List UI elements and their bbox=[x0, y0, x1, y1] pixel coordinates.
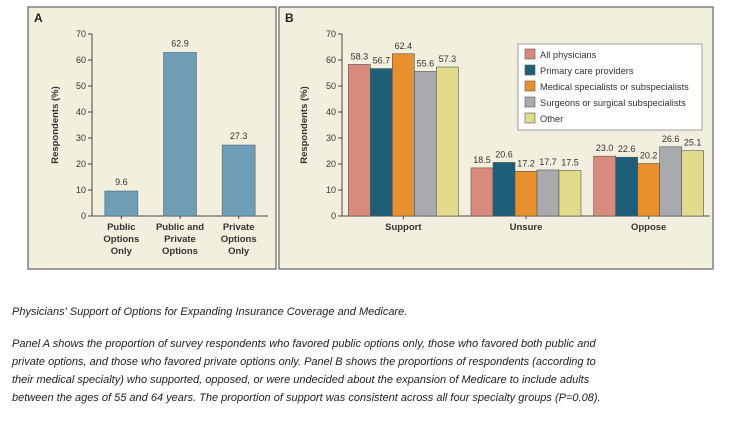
panel-b-bar bbox=[659, 146, 682, 217]
panel-a-category-label: Private bbox=[223, 222, 255, 233]
panel-b-bar-value-label: 25.1 bbox=[684, 138, 702, 148]
panel-b-bar-value-label: 62.4 bbox=[395, 41, 413, 51]
panel-a-bar bbox=[221, 144, 256, 217]
panel-a-bar-value-label: 62.9 bbox=[171, 38, 189, 48]
legend-swatch bbox=[524, 80, 536, 92]
panel-a-y-tick-label: 60 bbox=[76, 55, 86, 65]
panel-a-y-tick-label: 70 bbox=[76, 29, 86, 39]
panel-b-bar bbox=[370, 68, 393, 217]
panel-a-label: A bbox=[34, 11, 43, 25]
panel-b-bar bbox=[470, 167, 494, 217]
panel-b-bar bbox=[414, 71, 437, 217]
panel-b-bar bbox=[637, 163, 660, 217]
panel-a-category-label: Options bbox=[162, 246, 198, 257]
legend-swatch bbox=[524, 112, 536, 124]
panel-a-y-tick-label: 40 bbox=[76, 107, 86, 117]
panel-b-legend: All physicians Primary care providers Medi… bbox=[517, 43, 703, 131]
panel-b-bar-value-label: 22.6 bbox=[618, 144, 636, 154]
panel-a-bar bbox=[104, 190, 139, 217]
panel-b-label: B bbox=[285, 11, 294, 25]
panel-a-y-tick-label: 30 bbox=[76, 133, 86, 143]
panel-a-category-label: Options bbox=[103, 234, 139, 245]
figure: A B 0 10 20 30 40 50 60 70 Respondents (%) 9.6 Pub… bbox=[27, 6, 714, 270]
panel-b-y-axis-label: Respondents (%) bbox=[299, 86, 310, 164]
panel-b-bar bbox=[558, 170, 582, 217]
panel-b-y-tick-label: 20 bbox=[326, 159, 336, 169]
caption-title: Physicians' Support of Options for Expan… bbox=[12, 306, 408, 318]
panel-a-category-label: Only bbox=[228, 246, 250, 257]
legend-entry-label: Other bbox=[540, 114, 563, 124]
panel-a-y-tick-label: 10 bbox=[76, 185, 86, 195]
panel-a-y-tick-label: 50 bbox=[76, 81, 86, 91]
panel-b-y-tick-label: 70 bbox=[326, 29, 336, 39]
panel-b-bar-value-label: 17.7 bbox=[539, 157, 557, 167]
legend-swatch bbox=[524, 96, 536, 108]
panel-b-bar-value-label: 18.5 bbox=[473, 155, 491, 165]
panel-b-bar-value-label: 20.2 bbox=[640, 150, 658, 160]
panel-a-bar bbox=[163, 52, 197, 217]
panel-b-bar bbox=[514, 170, 538, 217]
legend-entry-label: Medical specialists or subspecialists bbox=[540, 82, 689, 92]
panel-b-bar bbox=[593, 155, 616, 217]
panel-b-y-tick-label: 50 bbox=[326, 81, 336, 91]
panel-b-y-tick-label: 10 bbox=[326, 185, 336, 195]
panel-b-y-tick-label: 0 bbox=[331, 211, 336, 221]
panel-b-chart: 0 10 20 30 40 50 60 70 Respondents (%) 58.3 56.7 62… bbox=[299, 29, 710, 233]
panel-b-bar-value-label: 56.7 bbox=[373, 56, 391, 66]
panel-a-category-label: Public and bbox=[156, 222, 204, 233]
panel-b-bar bbox=[615, 156, 638, 217]
panel-b-bar bbox=[681, 150, 704, 217]
panel-a-bar-value-label: 9.6 bbox=[115, 177, 128, 187]
legend-entry-label: All physicians bbox=[540, 50, 597, 60]
panel-b-bar-value-label: 57.3 bbox=[439, 54, 457, 64]
panel-b-bar-value-label: 23.0 bbox=[596, 143, 614, 153]
panel-b-bar-value-label: 26.6 bbox=[662, 134, 680, 144]
panel-b-category-label: Unsure bbox=[510, 222, 543, 233]
panel-b-bar-value-label: 20.6 bbox=[495, 149, 513, 159]
panel-a-category-label: Options bbox=[221, 234, 257, 245]
panel-b-bar-value-label: 55.6 bbox=[417, 58, 435, 68]
panel-b-y-tick-label: 30 bbox=[326, 133, 336, 143]
panel-b-bar bbox=[536, 169, 560, 217]
panel-b-y-tick-label: 40 bbox=[326, 107, 336, 117]
panel-b-bar bbox=[348, 64, 371, 217]
panel-b-bar-value-label: 17.2 bbox=[517, 158, 535, 168]
panel-b-category-label: Oppose bbox=[631, 222, 666, 233]
panel-b-bar-value-label: 17.5 bbox=[561, 158, 579, 168]
panel-a-category-label: Private bbox=[164, 234, 196, 245]
panel-b-bar bbox=[392, 53, 415, 217]
panel-a-y-tick-label: 20 bbox=[76, 159, 86, 169]
panel-b-bar bbox=[492, 162, 516, 217]
figure-caption: Physicians' Support of Options for Expan… bbox=[12, 303, 612, 407]
panel-a-bar-value-label: 27.3 bbox=[230, 131, 248, 141]
legend-swatch bbox=[524, 64, 536, 76]
panel-b-y-tick-label: 60 bbox=[326, 55, 336, 65]
caption-body: Panel A shows the proportion of survey r… bbox=[12, 338, 601, 404]
panel-b-category-label: Support bbox=[385, 222, 422, 233]
panel-a-background bbox=[27, 6, 277, 270]
panel-a-category-label: Public bbox=[107, 222, 136, 233]
panel-b-bar-value-label: 58.3 bbox=[351, 51, 369, 61]
figure-svg: A B 0 10 20 30 40 50 60 70 Respondents (%) 9.6 Pub… bbox=[27, 6, 714, 270]
panel-a-y-tick-label: 0 bbox=[81, 211, 86, 221]
legend-swatch bbox=[524, 48, 536, 60]
panel-a-y-axis-label: Respondents (%) bbox=[50, 86, 61, 164]
legend-entry-label: Surgeons or surgical subspecialists bbox=[540, 98, 686, 108]
panel-a-category-label: Only bbox=[111, 246, 133, 257]
legend-box bbox=[517, 43, 703, 131]
legend-entry-label: Primary care providers bbox=[540, 66, 634, 76]
panel-b-bar bbox=[436, 66, 459, 217]
